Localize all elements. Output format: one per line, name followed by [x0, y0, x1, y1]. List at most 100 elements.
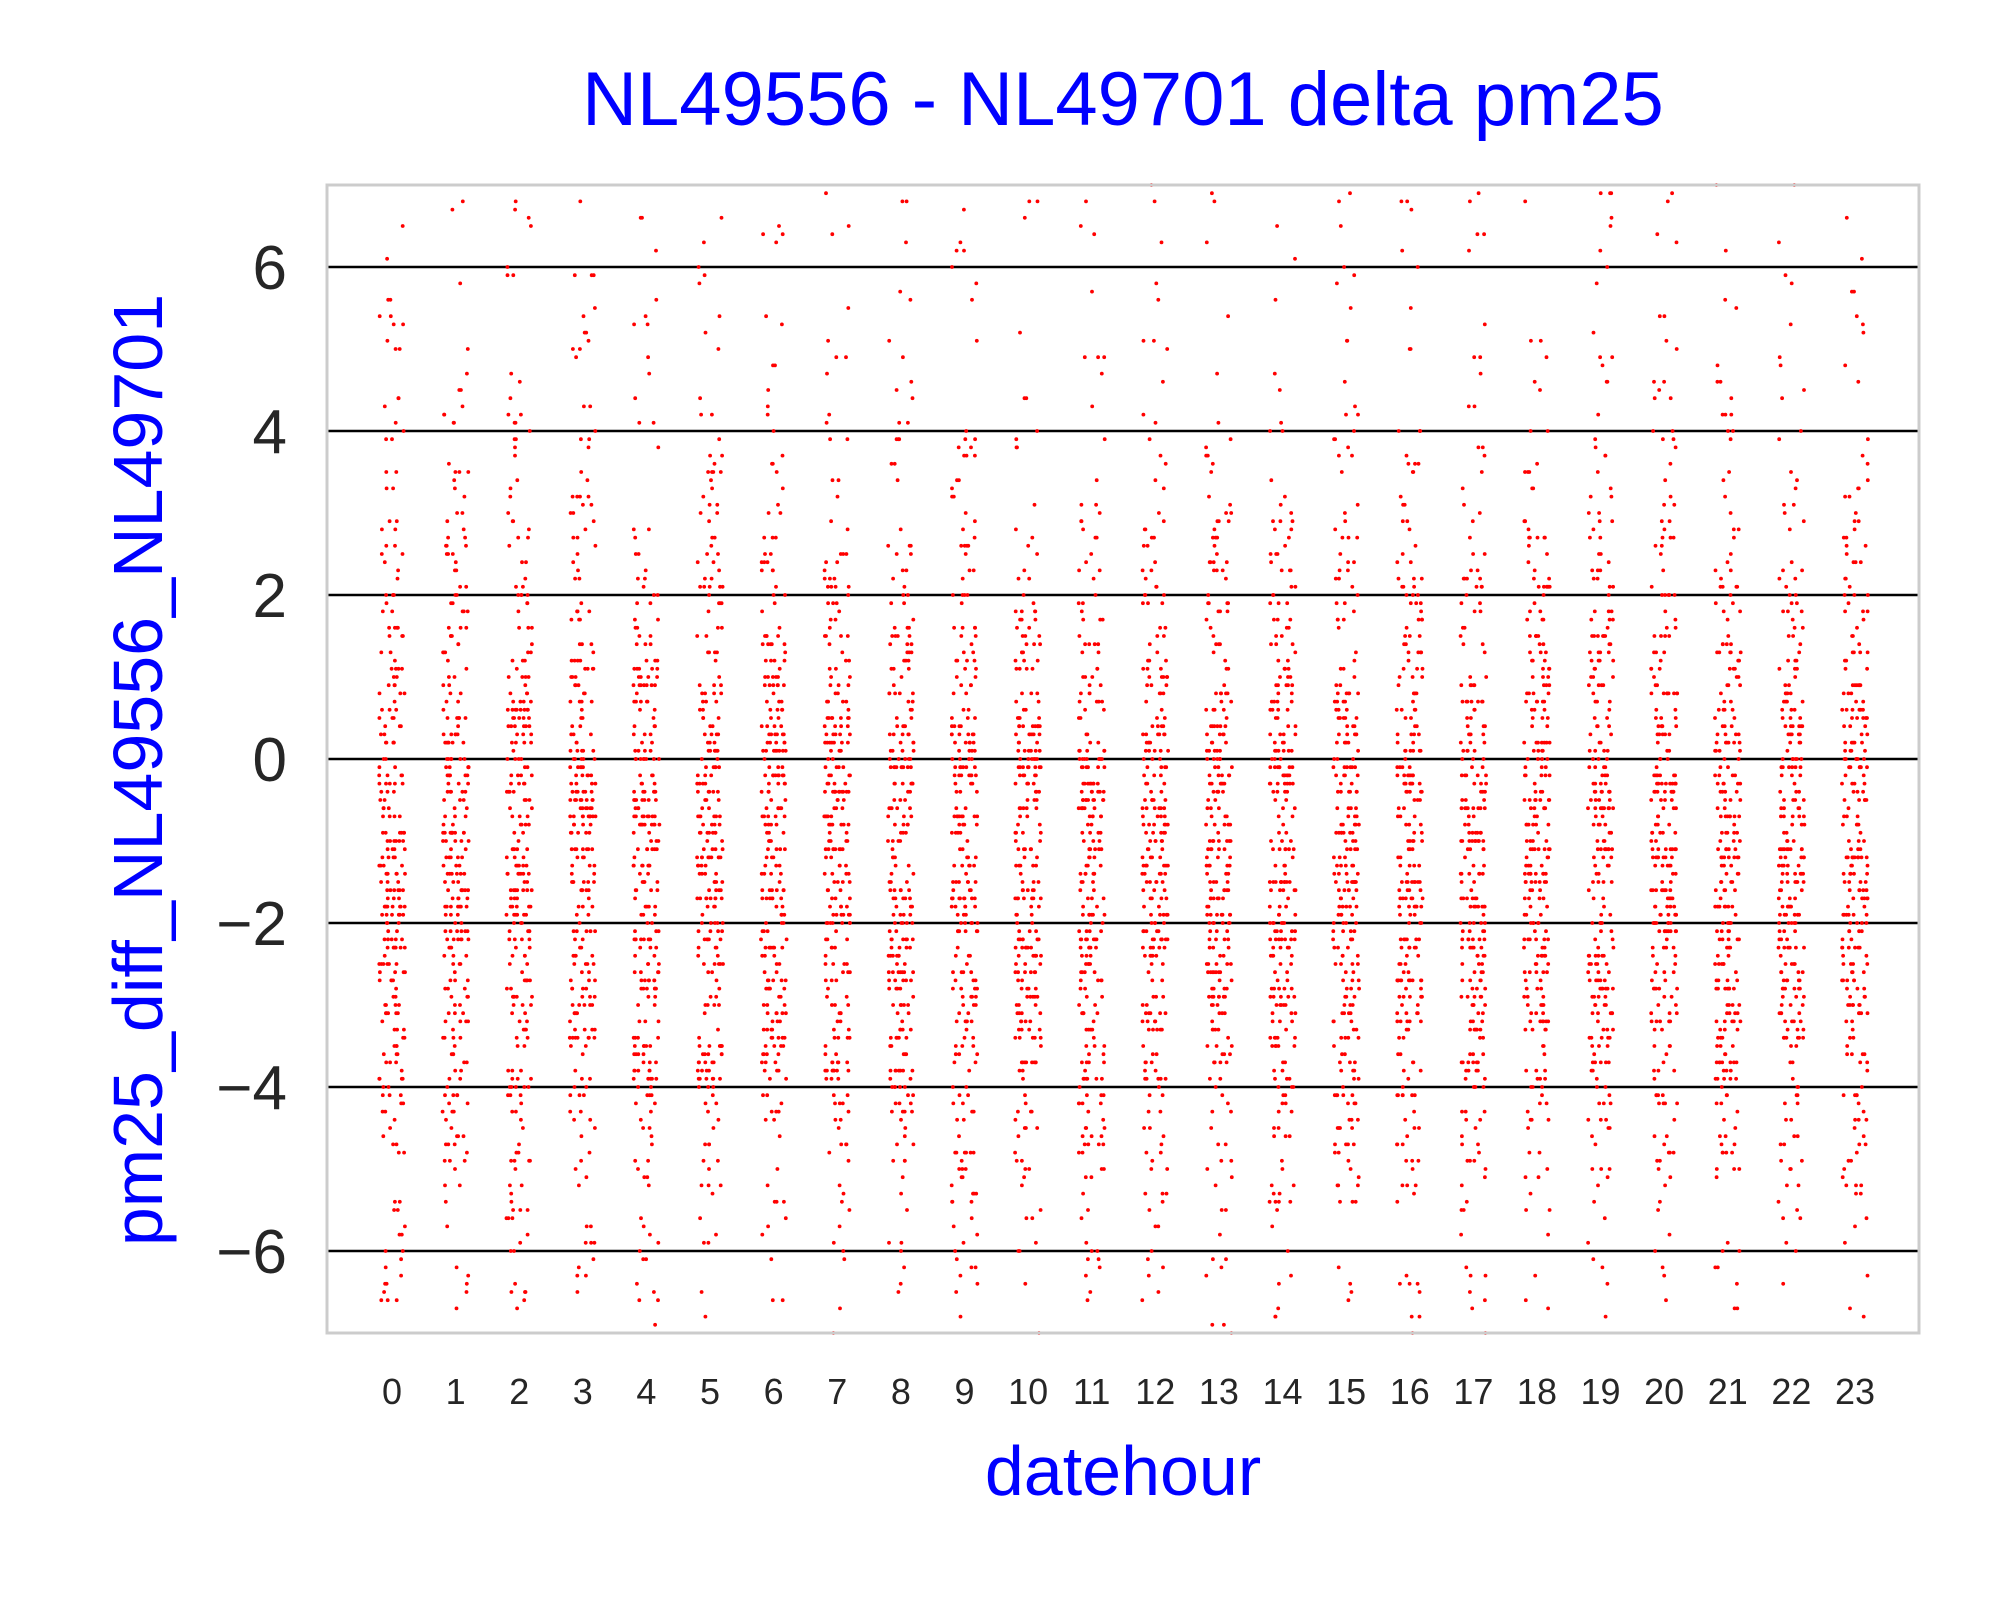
data-point — [697, 683, 702, 688]
data-point — [1015, 921, 1020, 925]
data-point — [1334, 880, 1338, 884]
data-point — [1473, 839, 1477, 843]
data-point — [509, 371, 514, 376]
data-point — [1222, 1052, 1227, 1057]
data-point — [592, 757, 597, 761]
data-point — [1484, 781, 1488, 786]
data-point — [891, 732, 896, 737]
data-point — [714, 1232, 718, 1237]
data-point — [1468, 1158, 1472, 1163]
data-point — [1397, 1035, 1401, 1040]
data-point — [776, 765, 781, 770]
data-point — [973, 675, 978, 679]
data-point — [1459, 683, 1464, 688]
data-point — [904, 1052, 909, 1057]
data-point — [1274, 552, 1279, 556]
data-point — [1033, 609, 1038, 614]
y-axis-label: pm25_diff_NL49556_NL49701 — [99, 294, 177, 1246]
data-point — [1275, 1208, 1279, 1212]
data-point — [1035, 855, 1039, 860]
data-point — [456, 642, 461, 647]
data-point — [1149, 683, 1154, 688]
data-point — [381, 757, 386, 761]
data-point — [445, 773, 450, 778]
data-point — [1545, 904, 1549, 909]
data-point — [1413, 1183, 1418, 1188]
data-point — [1536, 830, 1540, 835]
data-point — [1267, 880, 1272, 884]
data-point — [1080, 830, 1085, 835]
data-point — [963, 806, 968, 811]
data-point — [1148, 896, 1153, 901]
data-point — [829, 855, 834, 860]
data-point — [765, 740, 770, 745]
data-point — [387, 707, 392, 712]
data-point — [574, 773, 578, 778]
data-point — [509, 1290, 514, 1294]
data-point — [1273, 937, 1278, 942]
data-point — [838, 1011, 843, 1016]
data-point — [572, 273, 577, 278]
data-point — [830, 1060, 835, 1065]
data-point — [699, 1183, 704, 1188]
data-point — [702, 273, 707, 278]
data-point — [641, 880, 646, 884]
data-point — [832, 880, 837, 884]
data-point — [1528, 429, 1533, 433]
data-point — [568, 748, 573, 753]
data-point — [769, 716, 773, 720]
data-point — [575, 658, 580, 663]
data-point — [1021, 593, 1026, 597]
data-point — [1349, 781, 1354, 786]
data-point — [970, 748, 974, 753]
data-point — [575, 748, 580, 753]
data-point — [1464, 1068, 1468, 1073]
data-point — [840, 847, 845, 852]
data-point — [569, 1044, 573, 1048]
data-point — [449, 912, 453, 917]
data-point — [1339, 789, 1343, 794]
data-point — [1332, 945, 1337, 950]
data-point — [1332, 855, 1336, 860]
data-point — [961, 1101, 965, 1106]
data-point — [1204, 445, 1208, 450]
data-point — [718, 1076, 722, 1081]
data-point — [910, 699, 915, 704]
data-point — [1020, 888, 1025, 893]
data-points — [377, 183, 1870, 1335]
data-point — [456, 781, 461, 786]
data-point — [1276, 601, 1281, 606]
data-point — [969, 1019, 974, 1024]
data-point — [908, 297, 913, 302]
data-point — [455, 716, 459, 720]
data-point — [1158, 453, 1163, 458]
data-point — [1593, 445, 1598, 450]
data-point — [451, 962, 456, 966]
data-point — [887, 732, 892, 737]
data-point — [1146, 1257, 1150, 1262]
data-point — [446, 625, 451, 630]
data-point — [900, 970, 905, 975]
data-point — [969, 781, 973, 786]
data-point — [1032, 1035, 1037, 1040]
data-point — [575, 552, 580, 556]
data-point — [517, 781, 521, 786]
data-point — [773, 1060, 778, 1065]
data-point — [1096, 830, 1101, 835]
data-point — [1532, 707, 1537, 712]
data-point — [893, 863, 898, 868]
data-point — [1027, 1027, 1032, 1032]
data-point — [973, 453, 977, 458]
data-point — [1420, 896, 1425, 901]
data-point — [888, 888, 893, 893]
data-point — [1336, 1265, 1341, 1270]
data-point — [588, 1076, 592, 1081]
data-point — [1480, 904, 1485, 909]
data-point — [1164, 863, 1168, 868]
data-point — [1091, 781, 1096, 786]
data-point — [1278, 945, 1283, 950]
data-point — [1216, 830, 1221, 835]
data-point — [776, 634, 780, 638]
data-point — [579, 1134, 584, 1139]
data-point — [950, 724, 954, 729]
